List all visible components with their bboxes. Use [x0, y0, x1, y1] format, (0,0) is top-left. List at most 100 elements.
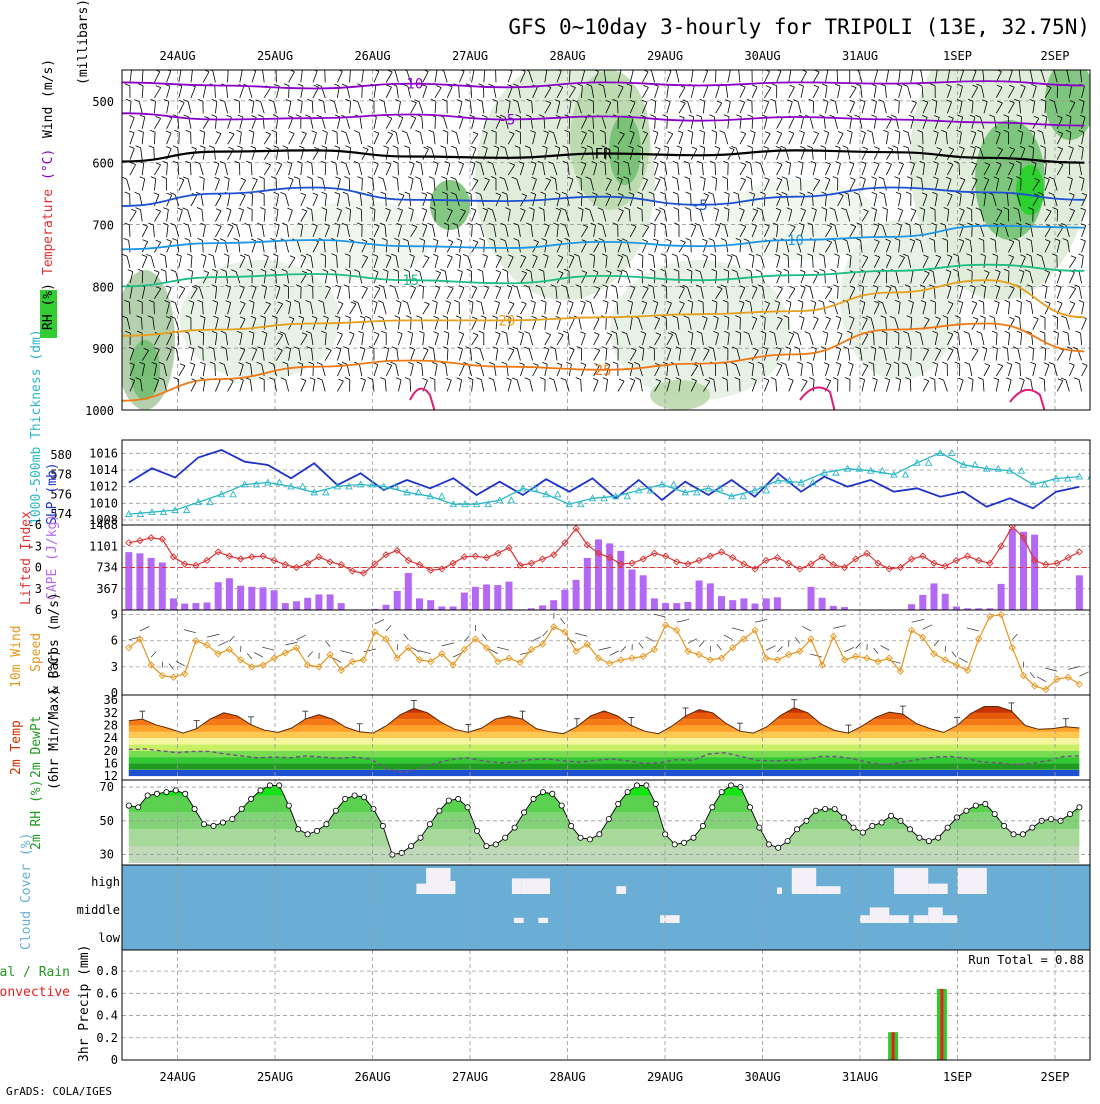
- wind-barb: [276, 194, 278, 206]
- date-label-top: 28AUG: [549, 49, 585, 63]
- wind-barb: [471, 86, 472, 98]
- cloud-ylabel: Cloud Cover (%): [19, 833, 34, 950]
- li-tick: 3: [35, 582, 42, 596]
- wind-barb: [472, 225, 473, 237]
- wind-barb-flag: [126, 99, 131, 101]
- rh-region: [609, 115, 641, 185]
- rh-marker: [578, 835, 583, 840]
- rh-marker: [597, 832, 602, 837]
- wind-barb-flag: [678, 131, 683, 133]
- wind-barb-flag: [310, 378, 315, 380]
- wind-barb-flag: [335, 177, 340, 179]
- wind-barb-flag: [653, 239, 658, 241]
- wind-barb-flag: [788, 378, 793, 380]
- wind-barb-flag: [260, 208, 265, 210]
- li-tick: 6: [35, 603, 42, 617]
- rh-marker: [512, 825, 517, 830]
- temp-band: [122, 700, 1090, 713]
- wind-barb-flag: [301, 193, 306, 195]
- wind-barb: [350, 304, 356, 314]
- wind-barb-flag: [180, 286, 185, 288]
- wind-barb-flag: [177, 208, 182, 210]
- wind-barb: [240, 180, 246, 190]
- wind-barb: [252, 71, 256, 82]
- wind-barb: [472, 134, 478, 144]
- wind-barb-flag: [361, 378, 366, 380]
- wind-barb-flag: [124, 238, 129, 240]
- wind-barb: [606, 287, 608, 299]
- wind-barb-flag: [939, 378, 944, 380]
- wind-barb-flag: [495, 332, 500, 334]
- wind-barb-flag: [977, 331, 982, 333]
- cloud-block-high: [928, 884, 948, 894]
- li-tick: 0: [35, 561, 42, 575]
- wind-barb: [777, 133, 782, 144]
- wind-barb: [142, 257, 147, 268]
- wind-barb-flag: [556, 301, 561, 303]
- wind-barb-flag: [440, 146, 445, 148]
- wind-barb: [874, 71, 877, 83]
- wind-barb-flag: [433, 254, 438, 256]
- wind-barb: [777, 288, 783, 298]
- wind-barb-flag: [422, 193, 427, 195]
- wind-barb: [397, 349, 399, 361]
- date-label-top: 30AUG: [744, 49, 780, 63]
- wind-barb: [897, 148, 898, 160]
- wind-barb-flag: [867, 130, 872, 132]
- wind-barb: [263, 71, 265, 83]
- wind-barb-flag: [512, 378, 517, 380]
- cape-bar: [327, 594, 334, 610]
- wind-barb: [700, 225, 704, 237]
- rh-marker: [456, 796, 461, 801]
- wind-barb: [972, 380, 973, 392]
- wind-barb: [1066, 380, 1070, 391]
- cape-bar: [640, 575, 647, 610]
- wind-barb-flag: [447, 255, 452, 257]
- wind-barb: [850, 164, 854, 175]
- wind-barb-flag: [831, 269, 836, 271]
- wind-barb-flag: [424, 256, 429, 258]
- wind-barb: [984, 349, 987, 361]
- wind-barb-flag: [489, 84, 494, 86]
- li-line: [129, 526, 1080, 573]
- wind-barb: [215, 196, 221, 207]
- wind-barb-flag: [1009, 317, 1014, 319]
- wind-barb-flag: [440, 269, 445, 271]
- wind-barb-flag: [381, 192, 386, 194]
- wind-barb-flag: [909, 115, 914, 117]
- thickness-marker: [184, 507, 190, 513]
- wind-barb: [435, 164, 438, 176]
- wind-barb: [444, 71, 447, 82]
- wind-barb: [716, 132, 717, 144]
- wind-barb: [923, 381, 929, 392]
- wind-barb: [435, 288, 440, 299]
- wind-barb-flag: [289, 132, 294, 134]
- wind-barb: [411, 288, 416, 299]
- wind-barb-flag: [897, 84, 902, 86]
- wind-barb-flag: [150, 130, 155, 132]
- wind-barb: [215, 179, 219, 190]
- wind-barb: [911, 349, 912, 361]
- date-label-top: 26AUG: [354, 49, 390, 63]
- wind-barb-flag: [197, 208, 202, 210]
- wind-barb-flag: [259, 177, 264, 179]
- wind-barb: [960, 303, 963, 315]
- wind-barb-flag: [638, 254, 643, 256]
- cape-bar: [1076, 575, 1083, 610]
- wind-barb: [423, 258, 429, 268]
- cloud-level-low: low: [98, 931, 120, 945]
- pressure-tick: 1000: [85, 404, 114, 418]
- wind-barb: [358, 102, 362, 113]
- wind-barb: [188, 210, 191, 222]
- wind-barb: [813, 319, 818, 330]
- cape-bar: [931, 583, 938, 610]
- wind-barb-flag: [468, 378, 473, 380]
- wind-barb-flag: [643, 240, 648, 242]
- wind-barb-flag: [700, 130, 705, 132]
- wind-barb: [908, 133, 911, 145]
- wind-barb: [459, 102, 462, 114]
- wind-barb: [886, 150, 892, 160]
- cape-tick: 1468: [89, 518, 118, 532]
- cape-tick: 1101: [89, 539, 118, 553]
